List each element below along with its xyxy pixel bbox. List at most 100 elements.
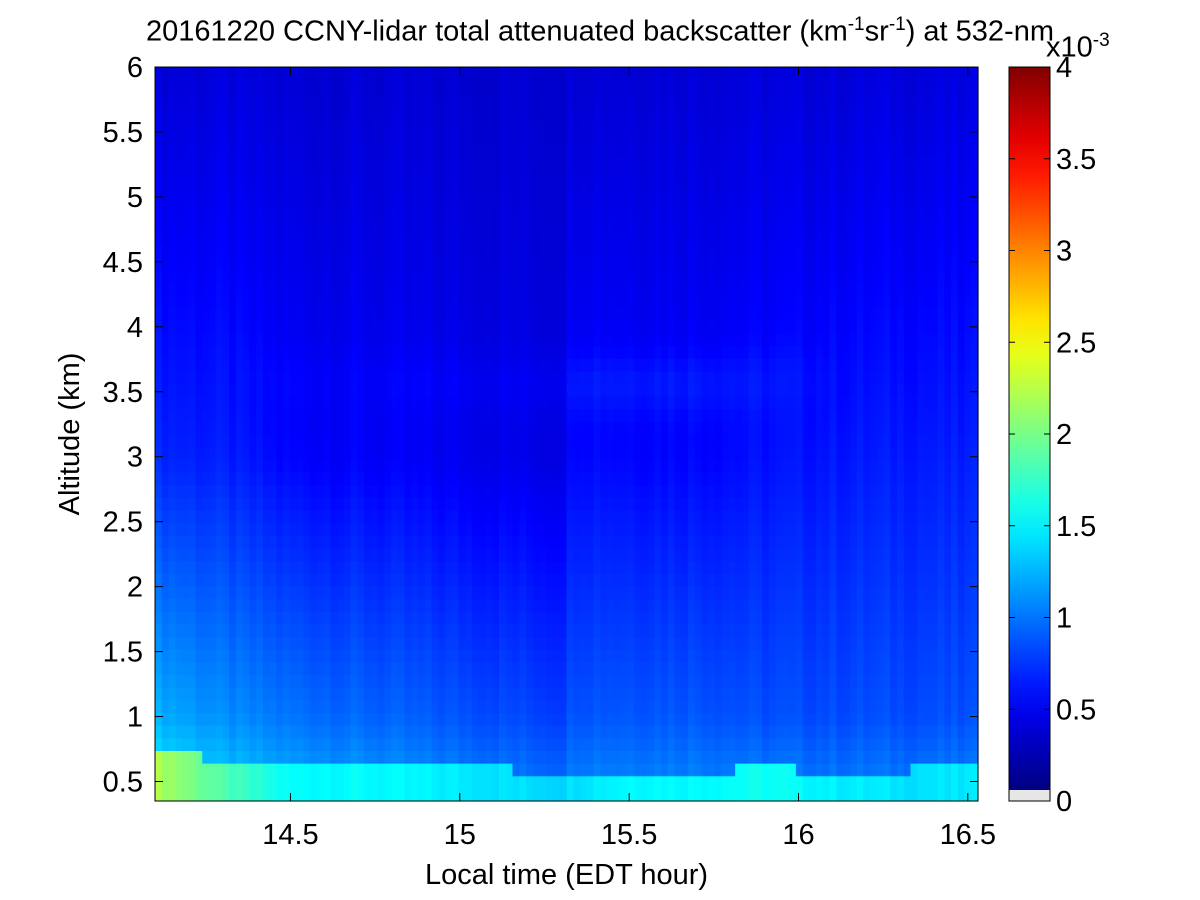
heatmap-cell — [235, 206, 244, 220]
heatmap-cell — [586, 269, 595, 283]
heatmap-cell — [458, 509, 466, 524]
heatmap-cell — [249, 763, 257, 777]
heatmap-cell — [208, 509, 217, 524]
heatmap-cell — [431, 244, 439, 258]
heatmap-cell — [559, 130, 568, 144]
heatmap-cell — [701, 294, 709, 309]
heatmap-cell — [256, 459, 264, 473]
heatmap-cell — [195, 788, 203, 802]
heatmap-cell — [181, 497, 190, 511]
heatmap-cell — [337, 471, 345, 486]
heatmap-cell — [667, 712, 676, 726]
heatmap-cell — [377, 497, 385, 511]
heatmap-cell — [161, 573, 170, 587]
heatmap-cell — [249, 497, 257, 511]
heatmap-cell — [721, 434, 730, 448]
heatmap-cell — [337, 446, 345, 460]
heatmap-cell — [485, 750, 493, 764]
heatmap-cell — [424, 231, 433, 245]
heatmap-cell — [519, 611, 527, 625]
heatmap-cell — [384, 763, 392, 777]
heatmap-cell — [566, 130, 574, 144]
heatmap-cell — [559, 294, 568, 309]
heatmap-cell — [633, 434, 642, 448]
heatmap-cell — [714, 661, 723, 676]
heatmap-cell — [499, 547, 507, 562]
heatmap-cell — [492, 383, 500, 397]
heatmap-cell — [445, 92, 453, 106]
heatmap-cell — [633, 408, 642, 422]
heatmap-cell — [526, 522, 534, 536]
heatmap-cell — [418, 737, 426, 751]
heatmap-cell — [606, 737, 615, 751]
heatmap-cell — [323, 269, 331, 283]
heatmap-cell — [613, 471, 622, 486]
heatmap-cell — [343, 231, 352, 245]
heatmap-cell — [337, 130, 345, 144]
heatmap-cell — [323, 218, 331, 233]
heatmap-cell — [714, 269, 723, 283]
heatmap-cell — [465, 459, 473, 473]
heatmap-cell — [283, 168, 291, 182]
heatmap-cell — [256, 130, 264, 144]
heatmap-cell — [526, 535, 534, 549]
heatmap-cell — [283, 522, 291, 536]
heatmap-cell — [681, 269, 689, 283]
heatmap-cell — [526, 611, 534, 625]
heatmap-cell — [330, 623, 338, 638]
heatmap-cell — [202, 67, 210, 81]
heatmap-cell — [242, 484, 251, 498]
heatmap-cell — [249, 218, 257, 233]
heatmap-cell — [627, 497, 635, 511]
heatmap-cell — [573, 699, 581, 714]
heatmap-cell — [357, 269, 365, 283]
heatmap-cell — [337, 712, 345, 726]
heatmap-cell — [721, 332, 730, 347]
heatmap-cell — [397, 535, 406, 549]
heatmap-cell — [566, 79, 574, 93]
heatmap-cell — [161, 92, 170, 106]
heatmap-cell — [485, 269, 493, 283]
heatmap-cell — [505, 218, 514, 233]
heatmap-cell — [397, 522, 406, 536]
heatmap-cell — [391, 180, 399, 195]
heatmap-cell — [492, 307, 500, 321]
heatmap-cell — [343, 79, 352, 93]
heatmap-cell — [553, 104, 561, 119]
heatmap-cell — [431, 459, 439, 473]
heatmap-cell — [310, 509, 318, 524]
heatmap-cell — [532, 117, 541, 131]
heatmap-cell — [431, 611, 439, 625]
heatmap-cell — [566, 763, 574, 777]
heatmap-cell — [269, 547, 278, 562]
heatmap-cell — [242, 180, 251, 195]
heatmap-cell — [586, 509, 595, 524]
heatmap-cell — [289, 471, 298, 486]
heatmap-cell — [478, 244, 487, 258]
heatmap-cell — [714, 370, 723, 384]
heatmap-cell — [404, 535, 412, 549]
heatmap-cell — [242, 446, 251, 460]
heatmap-cell — [350, 687, 358, 701]
heatmap-cell — [472, 142, 480, 157]
heatmap-cell — [458, 687, 466, 701]
heatmap-cell — [728, 725, 736, 739]
heatmap-cell — [512, 484, 520, 498]
heatmap-cell — [370, 193, 379, 207]
heatmap-cell — [640, 282, 649, 296]
heatmap-cell — [627, 130, 635, 144]
heatmap-cell — [478, 408, 487, 422]
heatmap-cell — [505, 92, 514, 106]
heatmap-cell — [499, 383, 507, 397]
heatmap-cell — [687, 471, 696, 486]
heatmap-cell — [364, 206, 372, 220]
heatmap-cell — [586, 484, 595, 498]
heatmap-cell — [532, 155, 541, 169]
heatmap-cell — [323, 434, 331, 448]
heatmap-cell — [350, 636, 358, 650]
heatmap-cell — [391, 396, 399, 410]
heatmap-cell — [276, 788, 284, 802]
heatmap-cell — [391, 459, 399, 473]
heatmap-cell — [667, 142, 676, 157]
heatmap-cell — [181, 661, 190, 676]
